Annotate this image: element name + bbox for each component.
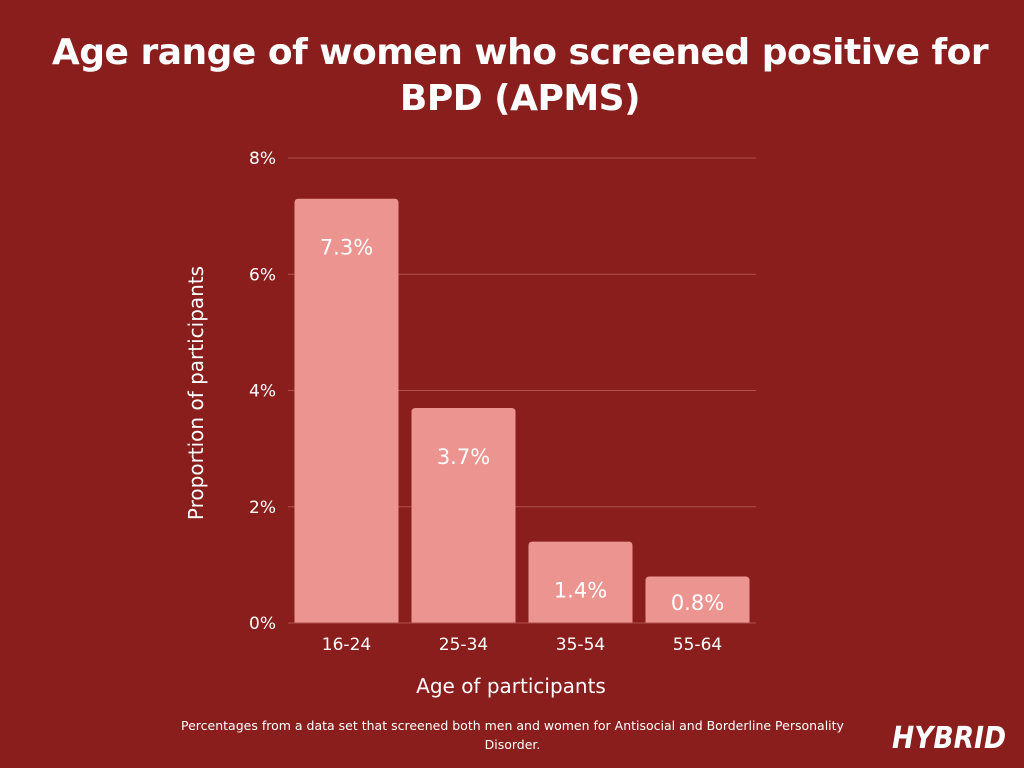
x-tick-label: 35-54: [556, 635, 605, 655]
x-tick-label: 16-24: [322, 635, 371, 655]
data-label: 7.3%: [320, 236, 373, 260]
x-axis-label: Age of participants: [416, 674, 606, 698]
svg-text:HYBRID: HYBRID: [892, 721, 1006, 755]
x-tick-label: 25-34: [439, 635, 488, 655]
x-tick-label: 55-64: [673, 635, 722, 655]
y-axis-label: Proportion of participants: [184, 266, 208, 520]
bar-25-34: [411, 407, 516, 623]
chart-title: Age range of women who screened positive…: [51, 32, 989, 119]
hybrid-logo: HYBRID: [892, 721, 1006, 755]
data-label: 3.7%: [437, 445, 490, 469]
y-tick-label: 8%: [249, 149, 276, 169]
y-tick-label: 4%: [249, 382, 276, 402]
y-tick-label: 0%: [249, 614, 276, 634]
y-tick-label: 6%: [249, 265, 276, 285]
bars: 7.3% 3.7% 1.4% 0.8%: [294, 198, 750, 623]
data-label: 1.4%: [554, 579, 607, 603]
x-axis-ticks: 16-24 25-34 35-54 55-64: [322, 635, 722, 655]
y-tick-label: 2%: [249, 498, 276, 518]
y-axis-ticks: 0% 2% 4% 6% 8%: [249, 149, 276, 634]
data-label: 0.8%: [671, 591, 724, 615]
bar-16-24: [294, 198, 399, 623]
bar-35-54: [528, 541, 633, 623]
footnote: Percentages from a data set that screene…: [181, 718, 844, 752]
bar-55-64: [645, 576, 750, 623]
